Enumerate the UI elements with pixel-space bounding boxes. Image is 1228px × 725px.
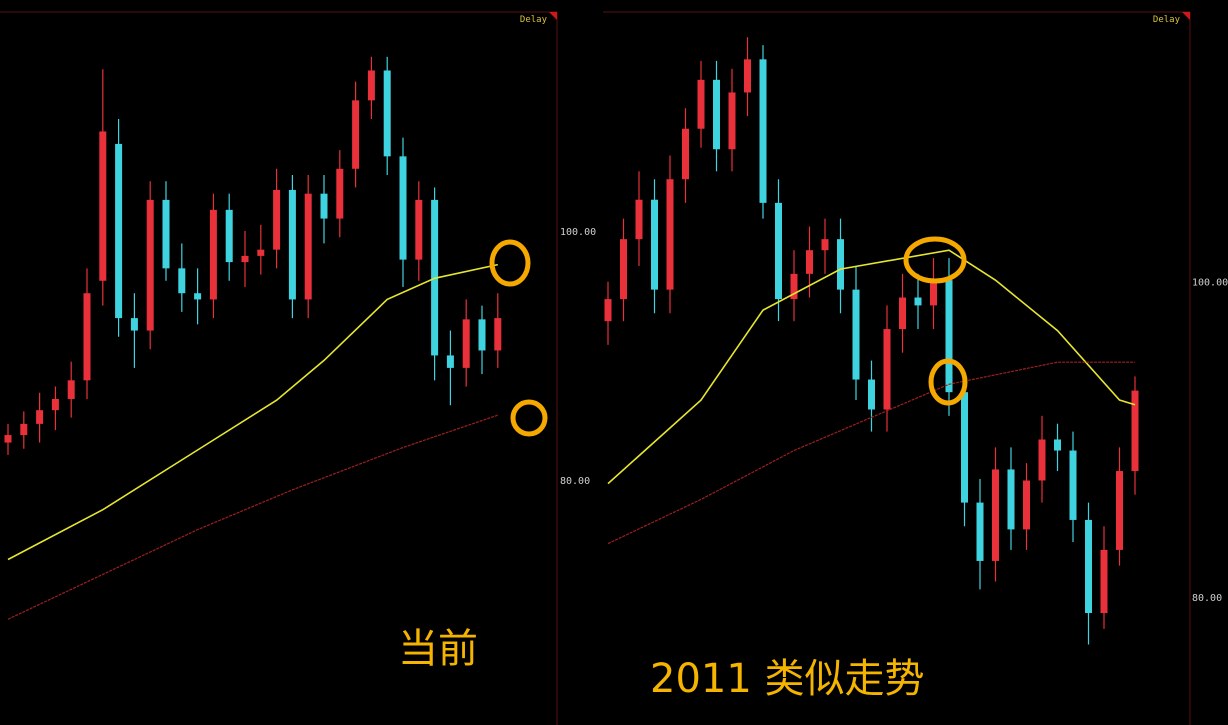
delay-tag: Delay (520, 15, 548, 25)
candle-body (4, 435, 12, 443)
candle-body (620, 239, 627, 300)
candle-body (178, 268, 186, 294)
highlight-circle (510, 399, 548, 437)
candle-body (67, 380, 75, 399)
candle-body (146, 199, 154, 331)
moving-average (7, 414, 498, 620)
candle-body (744, 59, 751, 93)
candle-body (992, 469, 999, 561)
candle-body (1023, 480, 1030, 530)
candle-body (759, 59, 767, 203)
candle-body (961, 392, 968, 503)
candle-body (462, 319, 470, 368)
candle-body (83, 293, 91, 381)
corner-marker (549, 12, 557, 20)
candle-body (478, 319, 486, 351)
candle-body (399, 156, 407, 260)
y-tick-label: 80.00 (560, 476, 590, 487)
highlight-circle (489, 239, 531, 287)
candle-body (225, 209, 233, 263)
candle-body (367, 70, 375, 101)
candle-body (852, 289, 860, 380)
candle-body (899, 297, 906, 330)
candle-body (775, 202, 782, 300)
candle-body (273, 189, 281, 250)
candle-body (883, 329, 891, 410)
moving-average (607, 361, 1135, 545)
candle-body (36, 410, 44, 424)
candle-body (821, 239, 829, 251)
candle-body (976, 502, 984, 561)
candle-body (837, 239, 844, 290)
candle-body (415, 199, 423, 260)
candle-body (790, 273, 798, 300)
highlight-circle (903, 236, 967, 284)
candle-body (257, 249, 265, 256)
y-tick-label: 80.00 (1192, 593, 1222, 604)
candle-body (304, 193, 312, 300)
candle-body (352, 100, 360, 169)
candle-body (1116, 471, 1123, 550)
candle-body (728, 92, 736, 150)
candle-body (945, 280, 953, 393)
annotation: 2011 类似走势 (650, 656, 925, 702)
candle-body (1131, 390, 1139, 472)
candle-body (1100, 549, 1108, 614)
candle-body (1007, 469, 1015, 530)
candle-body (666, 179, 674, 290)
candle-body (162, 199, 170, 269)
y-tick-label: 100.00 (1192, 278, 1228, 289)
candle-body (604, 299, 612, 322)
candle-body (20, 423, 28, 436)
candle-body (651, 199, 658, 290)
candle-body (914, 297, 922, 306)
candle-body (806, 250, 813, 274)
candle-body (320, 193, 328, 219)
candle-body (51, 398, 59, 411)
candle-body (494, 318, 502, 351)
candle-body (115, 143, 123, 319)
candle-body (241, 255, 249, 263)
annotation: 当前 (398, 626, 478, 672)
candle-body (697, 79, 705, 129)
candle-body (1038, 439, 1046, 481)
candle-body (336, 168, 344, 219)
candle-body (194, 293, 202, 300)
candle-body (446, 355, 454, 368)
candle-body (1054, 439, 1061, 451)
candle-body (682, 128, 689, 180)
candle-body (635, 199, 643, 240)
candle-body (288, 189, 296, 300)
candle-body (868, 379, 875, 410)
y-tick-label: 100.00 (560, 227, 596, 238)
candle-body (99, 131, 107, 281)
corner-marker (1182, 12, 1190, 20)
candle-body (383, 70, 391, 157)
candle-body (713, 79, 720, 150)
moving-average (607, 249, 1136, 485)
highlight-circle (928, 358, 968, 406)
moving-average (7, 263, 498, 561)
candle-body (130, 318, 138, 331)
candle-body (1069, 450, 1077, 520)
candle-body (209, 209, 217, 300)
candle-body (1085, 519, 1092, 614)
candle-body (930, 280, 937, 306)
delay-tag: Delay (1153, 15, 1181, 25)
